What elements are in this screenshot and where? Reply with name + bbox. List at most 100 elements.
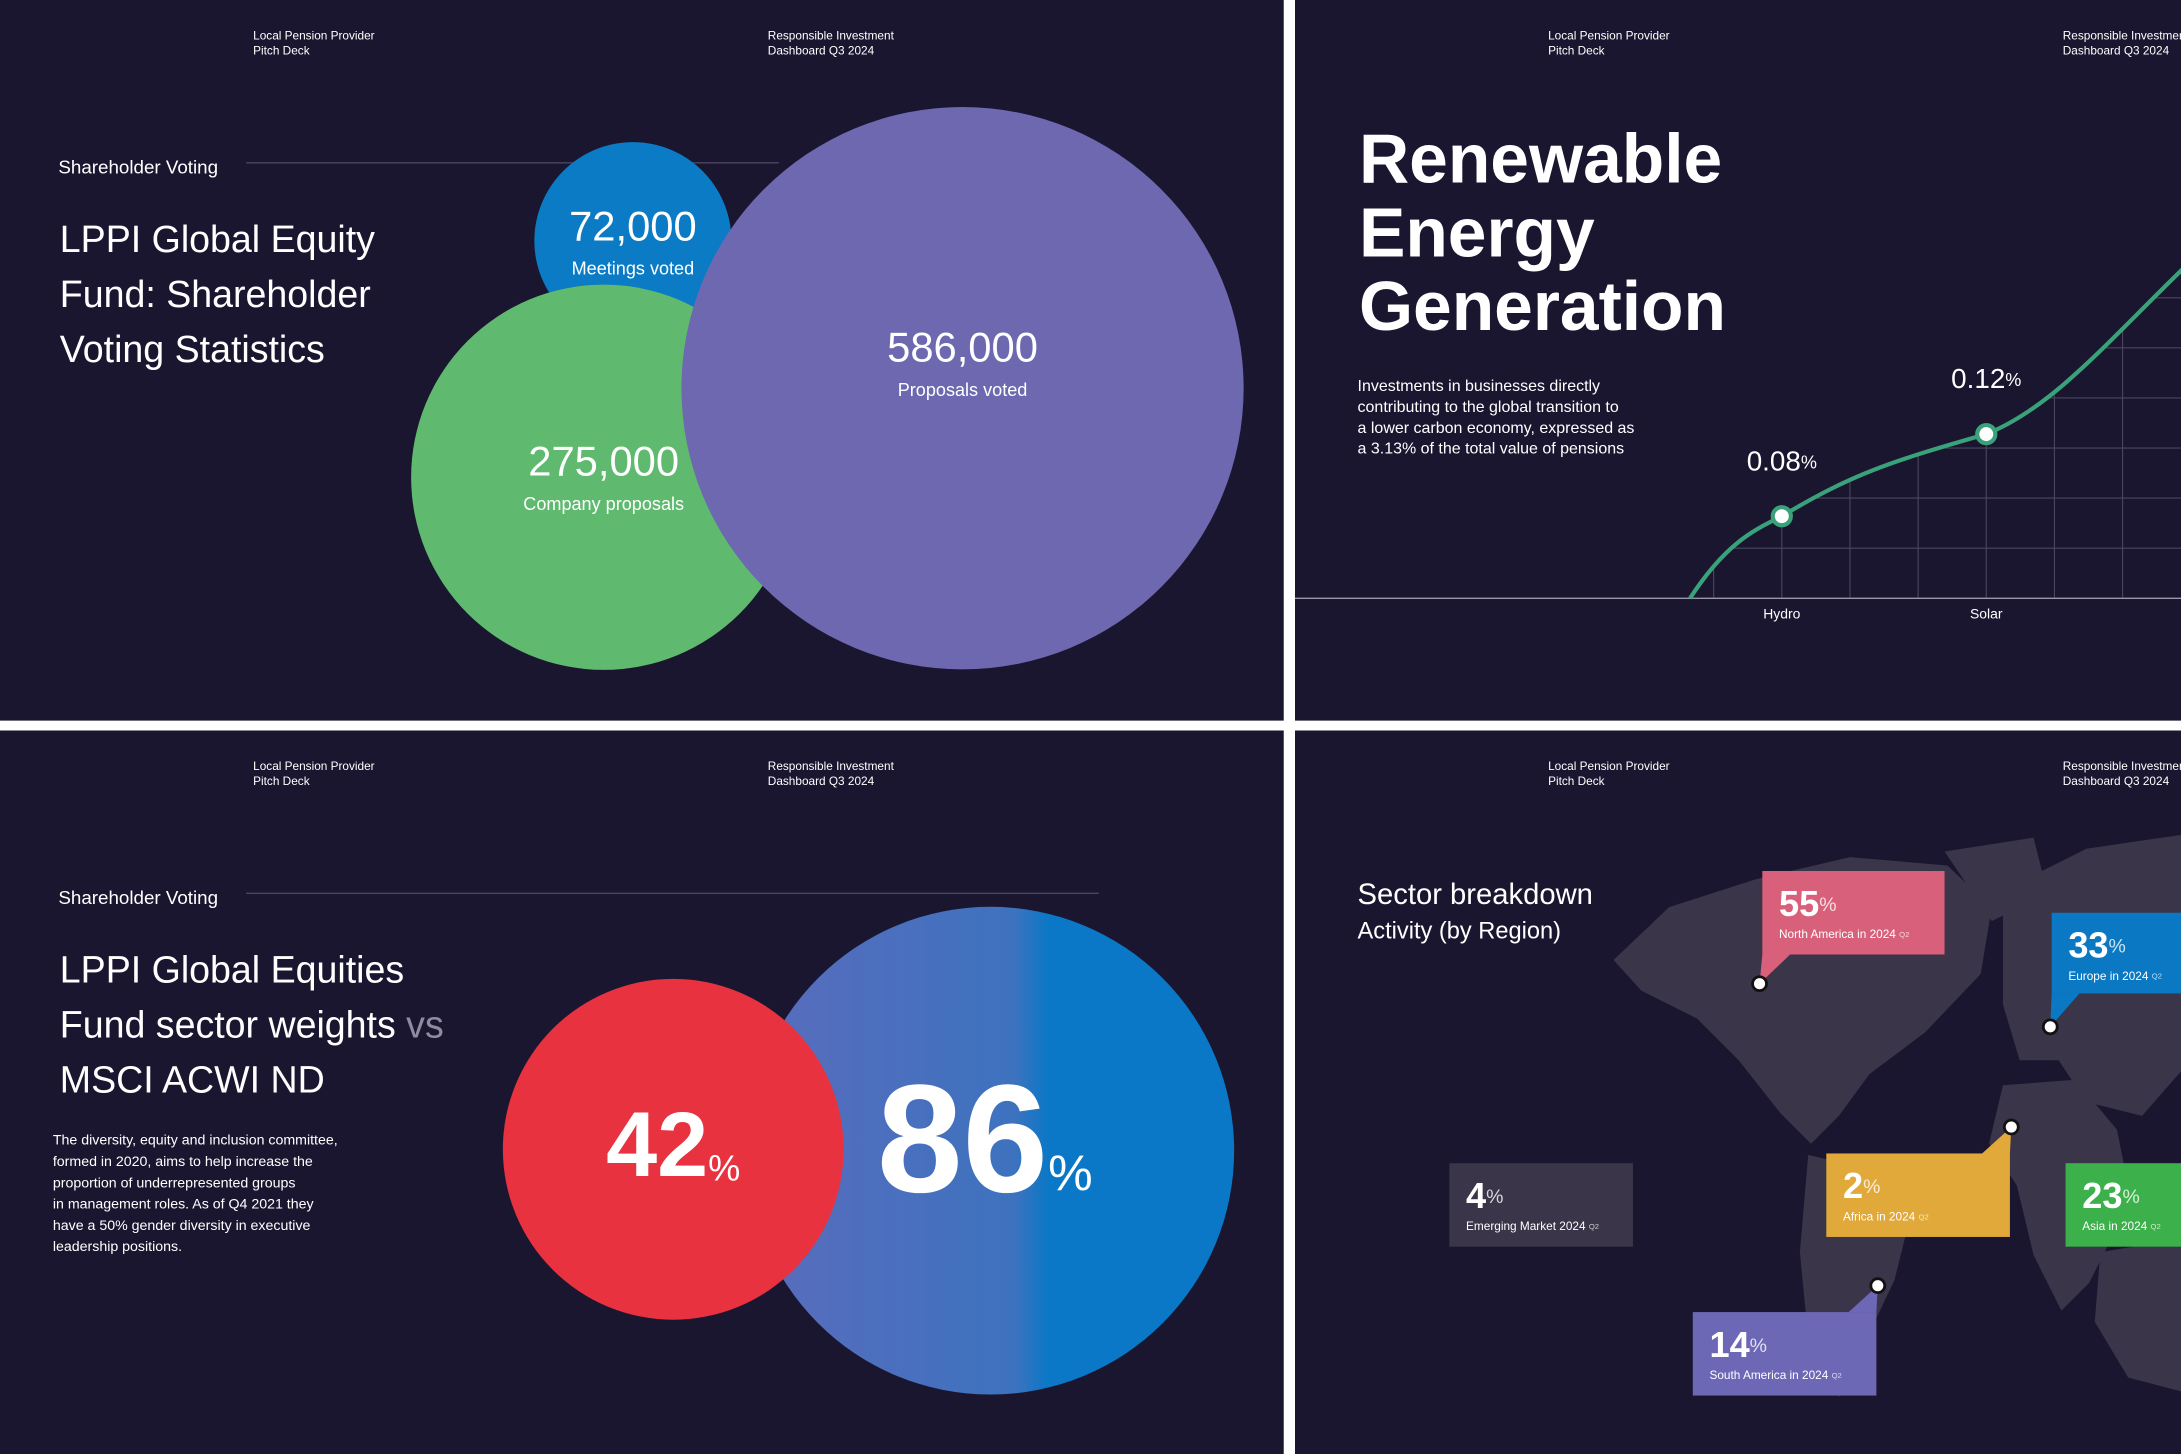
value-unit: % — [2005, 370, 2021, 390]
bubble-value: 72,000 — [569, 203, 697, 250]
value-unit: % — [2109, 936, 2126, 958]
line — [1780, 432, 1987, 518]
callout-box — [2065, 1163, 2181, 1247]
slide-title: LPPI Global Equity — [60, 218, 375, 260]
point — [1975, 422, 1998, 446]
region-value: 33% — [2068, 924, 2126, 965]
location-dot — [1869, 1277, 1887, 1294]
header-text: Responsible Investment — [768, 759, 895, 773]
world-map: 55% North America in 2024 Q2 33% Europe in … — [1449, 834, 2181, 1397]
region-quarter: Q2 — [1589, 1222, 1599, 1231]
callout-box — [1449, 1163, 1633, 1247]
paragraph: in management roles. As of Q4 2021 they — [53, 1197, 315, 1213]
header-text: Responsible Investment — [768, 28, 895, 42]
bubble-value: 275,000 — [528, 438, 679, 485]
region-label: South America in 2024 Q2 — [1709, 1368, 1841, 1382]
title-line: LPPI Global Equities — [60, 948, 404, 990]
value-number: 55 — [1779, 882, 1819, 923]
slide-title: LPPI Global Equities — [60, 948, 404, 990]
header-text: Pitch Deck — [1548, 44, 1605, 58]
header-text: Dashboard Q3 2024 — [2063, 44, 2170, 58]
region-value: 14% — [1709, 1323, 1767, 1364]
value-unit: % — [1750, 1335, 1767, 1357]
title-line: MSCI ACWI ND — [60, 1058, 325, 1100]
region-label: Emerging Market 2024 Q2 — [1466, 1219, 1599, 1233]
header-text: Pitch Deck — [253, 774, 310, 788]
slide-title: Energy — [1359, 193, 1595, 271]
region-value: 23% — [2082, 1175, 2140, 1216]
header-text: Dashboard Q3 2024 — [768, 44, 875, 58]
header-text: Local Pension Provider — [1548, 759, 1670, 773]
region-quarter: Q2 — [1919, 1212, 1929, 1221]
paragraph: have a 50% gender diversity in executive — [53, 1218, 311, 1234]
slide-title: Fund: Shareholder — [60, 273, 371, 315]
region-quarter: Q2 — [2152, 972, 2162, 981]
bubble-caption: Proposals voted — [898, 380, 1028, 400]
slide-title: MSCI ACWI ND — [60, 1058, 325, 1100]
callout-box — [1692, 1312, 1877, 1396]
header-text: Responsible Investment — [2063, 759, 2181, 773]
description: a lower carbon economy, expressed as — [1358, 420, 1635, 437]
section-label: Shareholder Voting — [58, 156, 218, 177]
region-name: North America in 2024 — [1779, 927, 1896, 941]
region-label: Asia in 2024 Q2 — [2082, 1219, 2161, 1233]
location-dot — [1751, 975, 1768, 993]
location-dot — [2041, 1018, 2059, 1036]
value-number: 14 — [1709, 1323, 1749, 1364]
header-text: Local Pension Provider — [253, 759, 375, 773]
header-text: Dashboard Q3 2024 — [768, 774, 875, 788]
x-tick-label: Hydro — [1763, 606, 1800, 622]
region-label: North America in 2024 Q2 — [1779, 927, 1909, 941]
continent — [2094, 1238, 2181, 1392]
description: contributing to the global transition to — [1358, 399, 1619, 416]
callout-box — [2051, 912, 2181, 994]
slide-title: Renewable — [1359, 120, 1722, 198]
header-text: Local Pension Provider — [253, 28, 375, 42]
title-line: Fund sector weights — [60, 1003, 396, 1045]
callout-box — [1826, 1153, 2010, 1237]
title-connector: vs — [406, 1003, 444, 1045]
value-unit: % — [1819, 894, 1836, 916]
description: a 3.13% of the total value of pensions — [1358, 441, 1625, 458]
region-name: South America in 2024 — [1709, 1368, 1828, 1382]
header-text: Pitch Deck — [253, 44, 310, 58]
line-tail — [1985, 267, 2181, 437]
region-name: Asia in 2024 — [2082, 1219, 2147, 1233]
callout-box — [1762, 871, 1945, 955]
value-number: 0.08 — [1747, 446, 1801, 477]
bubble-value: 86% — [877, 1052, 1093, 1224]
value-number: 2 — [1843, 1165, 1863, 1206]
value-number: 23 — [2082, 1175, 2122, 1216]
header-text: Dashboard Q3 2024 — [2063, 774, 2170, 788]
region-label: Africa in 2024 Q2 — [1843, 1210, 1929, 1224]
value-number: 42 — [606, 1094, 708, 1196]
callout-pointer — [1759, 954, 1791, 984]
value-number: 0.12 — [1951, 364, 2005, 395]
slide-title: Fund sector weights vs — [60, 1003, 444, 1045]
header-text: Local Pension Provider — [1548, 28, 1670, 42]
value-unit: % — [1048, 1145, 1093, 1201]
region-quarter: Q2 — [2151, 1222, 2161, 1231]
bubble-value: 42% — [606, 1094, 740, 1196]
description: Investments in businesses directly — [1358, 378, 1601, 395]
value-label: 0.08% — [1747, 446, 1817, 477]
region-name: Europe in 2024 — [2068, 969, 2149, 983]
section-label: Shareholder Voting — [58, 887, 218, 908]
slide-title: Voting Statistics — [60, 328, 325, 370]
bubble-value: 586,000 — [887, 324, 1038, 371]
x-tick-label: Solar — [1970, 606, 2003, 622]
bubble-caption: Company proposals — [523, 494, 684, 514]
region-value: 55% — [1779, 882, 1837, 923]
paragraph: formed in 2020, aims to help increase th… — [53, 1154, 313, 1170]
point — [1770, 505, 1793, 528]
bubble — [502, 978, 844, 1320]
value-unit: % — [1486, 1186, 1503, 1208]
value-label: 0.12% — [1951, 364, 2021, 395]
bubble — [746, 906, 1235, 1395]
callout-pointer — [1982, 1127, 2012, 1154]
